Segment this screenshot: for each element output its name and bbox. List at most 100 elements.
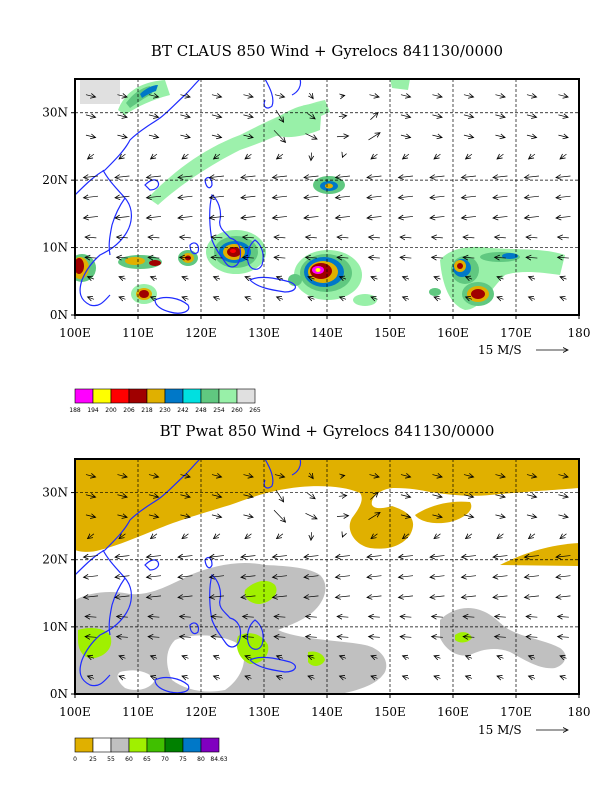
wind-vector: [148, 135, 159, 137]
wind-vector: [336, 196, 350, 198]
wind-vector: [341, 95, 345, 96]
wind-vector: [211, 115, 222, 117]
wind-vector: [277, 297, 284, 299]
wind-vector: [147, 216, 161, 218]
wind-vector: [147, 596, 161, 598]
wind-vector: [342, 156, 343, 158]
colorbar-label: 188: [69, 407, 81, 414]
colorbar-label: 0: [73, 756, 77, 763]
wind-vector: [367, 596, 382, 598]
wind-vector: [556, 596, 571, 598]
panel1-wind-vectors: [84, 92, 571, 299]
wind-vector: [341, 475, 345, 476]
wind-vector: [274, 616, 286, 617]
wind-vector: [432, 637, 443, 638]
y-tick-label: 20N: [42, 553, 68, 567]
wind-vector: [304, 576, 319, 578]
wind-vector: [371, 676, 378, 678]
panel1-x-ticks: 100E 110E 120E 130E 140E 150E 160E 170E 180: [59, 315, 590, 340]
wind-vector: [211, 257, 223, 258]
wind-vector: [399, 556, 413, 558]
wind-vector: [462, 596, 476, 598]
wind-vector: [241, 576, 256, 578]
wind-vector: [147, 556, 161, 558]
wind-vector: [241, 596, 256, 598]
wind-vector: [88, 656, 95, 658]
wind-vector: [180, 495, 190, 497]
panel1-grid: [75, 79, 579, 315]
wind-vector: [84, 596, 98, 598]
wind-vector: [399, 596, 413, 598]
wind-vector: [495, 515, 505, 517]
wind-vector: [210, 176, 224, 178]
wind-vector: [529, 676, 536, 678]
wind-vector: [311, 532, 312, 540]
wind-vector: [400, 475, 411, 477]
wind-vector: [148, 475, 159, 477]
wind-vector: [119, 534, 126, 539]
colorbar-label: 75: [179, 756, 187, 763]
wind-vector: [495, 616, 506, 617]
wind-vector: [119, 154, 126, 159]
wind-vector: [495, 637, 506, 638]
wind-vector: [273, 596, 287, 598]
wind-vector: [493, 576, 508, 578]
y-tick-label: 30N: [42, 106, 68, 120]
x-tick-label: 120E: [185, 705, 217, 719]
wind-vector: [85, 135, 96, 137]
wind-vector: [148, 616, 160, 617]
panel1-colorbar: 188 194 200 206 218 230 242 248 254 260 265: [69, 388, 261, 414]
wind-vector: [178, 176, 193, 178]
wind-vector: [432, 115, 442, 117]
wind-vector: [399, 176, 413, 178]
wind-vector: [432, 495, 442, 497]
wind-vector: [84, 176, 98, 178]
wind-vector: [211, 637, 223, 638]
wind-vector: [371, 534, 378, 539]
wind-vector: [462, 196, 476, 198]
y-tick-label: 0N: [50, 308, 68, 322]
x-tick-label: 160E: [437, 705, 469, 719]
wind-vector: [434, 154, 441, 159]
wind-vector: [525, 576, 539, 578]
wind-vector: [371, 154, 378, 159]
wind-vector: [243, 637, 254, 638]
wind-vector: [367, 196, 382, 198]
wind-vector: [462, 216, 476, 218]
y-tick-label: 10N: [42, 620, 68, 634]
wind-vector: [117, 616, 128, 617]
wind-vector: [210, 596, 224, 598]
wind-vector: [84, 576, 98, 578]
x-tick-label: 170E: [500, 326, 532, 340]
wind-vector: [529, 297, 536, 299]
wind-vector: [119, 676, 126, 678]
wind-vector: [243, 475, 253, 477]
wind-vector: [182, 154, 189, 159]
wind-vector: [180, 135, 190, 137]
wind-vector: [274, 257, 286, 258]
wind-vector: [403, 676, 410, 678]
wind-vector: [463, 135, 474, 137]
wind-vector: [432, 257, 443, 258]
wind-vector: [243, 515, 253, 517]
colorbar-swatch: [200, 737, 220, 753]
x-tick-label: 180: [568, 326, 591, 340]
wind-vector: [526, 115, 537, 117]
wind-vector: [432, 237, 443, 238]
wind-vector: [214, 676, 221, 678]
wind-vector: [556, 196, 571, 198]
wind-vector: [434, 297, 441, 299]
wind-vector: [336, 576, 350, 578]
wind-vector: [115, 596, 130, 598]
colorbar-swatch: [110, 388, 130, 404]
wind-vector: [369, 475, 379, 477]
wind-vector: [371, 277, 378, 279]
wind-vector: [308, 656, 315, 658]
wind-vector: [245, 534, 252, 539]
wind-vector: [211, 616, 223, 617]
wind-vector: [117, 135, 127, 137]
wind-vector: [151, 154, 158, 159]
wind-vector: [558, 515, 568, 517]
wind-vector: [243, 237, 254, 238]
wind-vector: [85, 616, 97, 617]
